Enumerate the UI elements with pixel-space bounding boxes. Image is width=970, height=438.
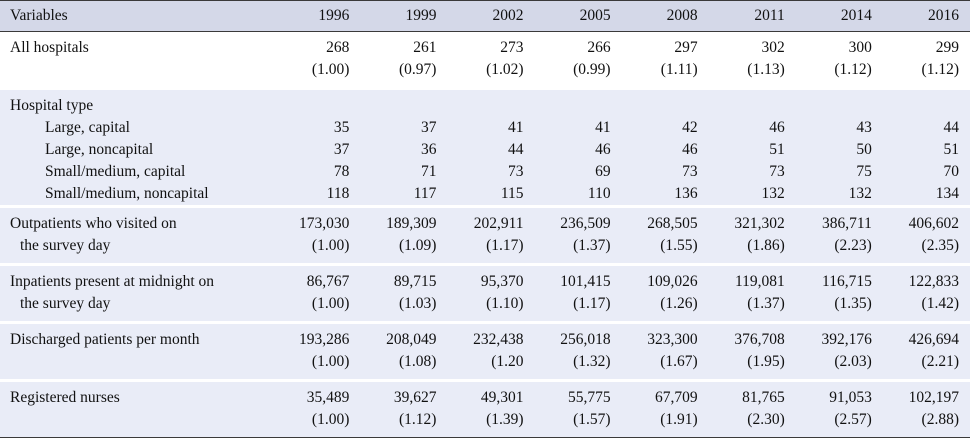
table-cell: 35,489 (1.00) <box>273 382 361 438</box>
table-cell: 91,053 (2.57) <box>795 382 883 438</box>
table-cell: 386,711 (2.23) <box>795 208 883 263</box>
table-cell: 256,018 (1.32) <box>534 324 622 379</box>
header-year: 2014 <box>795 0 883 32</box>
header-year: 1996 <box>273 0 361 32</box>
header-year: 1999 <box>360 0 448 32</box>
table-cell: 392,176 (2.03) <box>795 324 883 379</box>
table-cell: 376,708 (1.95) <box>708 324 796 379</box>
table-cell: 193,286 (1.00) <box>273 324 361 379</box>
table-cell: 41 46 69 110 <box>534 90 622 205</box>
table-cell: 297 (1.11) <box>621 31 709 87</box>
row-label: Hospital type Large, capital Large, nonc… <box>0 90 274 205</box>
table-cell: 208,049 (1.08) <box>360 324 448 379</box>
table-cell: 35 37 78 118 <box>273 90 361 205</box>
table-cell: 86,767 (1.00) <box>273 266 361 321</box>
table-cell: 116,715 (1.35) <box>795 266 883 321</box>
row-inpatients: Inpatients present at midnight on the su… <box>0 266 970 321</box>
row-all-hospitals: All hospitals 268 (1.00) 261 (0.97) 273 (1.… <box>0 31 970 87</box>
table-cell: 102,197 (2.88) <box>882 382 970 438</box>
table-cell: 300 (1.12) <box>795 31 883 87</box>
row-label: Registered nurses <box>0 382 274 438</box>
table-cell: 42 46 73 136 <box>621 90 709 205</box>
row-label: Discharged patients per month <box>0 324 274 379</box>
header-year: 2016 <box>882 0 970 32</box>
table-cell: 268 (1.00) <box>273 31 361 87</box>
table-cell: 101,415 (1.17) <box>534 266 622 321</box>
row-hospital-type: Hospital type Large, capital Large, nonc… <box>0 90 970 205</box>
table-cell: 55,775 (1.57) <box>534 382 622 438</box>
row-label: All hospitals <box>0 31 274 87</box>
row-label: Inpatients present at midnight on the su… <box>0 266 274 321</box>
table-cell: 321,302 (1.86) <box>708 208 796 263</box>
table-cell: 89,715 (1.03) <box>360 266 448 321</box>
table-cell: 299 (1.12) <box>882 31 970 87</box>
table-cell: 302 (1.13) <box>708 31 796 87</box>
table-cell: 173,030 (1.00) <box>273 208 361 263</box>
table-cell: 202,911 (1.17) <box>447 208 535 263</box>
table-cell: 95,370 (1.10) <box>447 266 535 321</box>
table-cell: 46 51 73 132 <box>708 90 796 205</box>
table-cell: 189,309 (1.09) <box>360 208 448 263</box>
table-cell: 81,765 (2.30) <box>708 382 796 438</box>
table-cell: 273 (1.02) <box>447 31 535 87</box>
header-year: 2011 <box>708 0 796 32</box>
table-cell: 268,505 (1.55) <box>621 208 709 263</box>
header-year: 2002 <box>447 0 535 32</box>
table-cell: 122,833 (1.42) <box>882 266 970 321</box>
table-cell: 37 36 71 117 <box>360 90 448 205</box>
header-variables: Variables <box>0 0 274 32</box>
header-year: 2008 <box>621 0 709 32</box>
table-cell: 236,509 (1.37) <box>534 208 622 263</box>
row-label: Outpatients who visited on the survey da… <box>0 208 274 263</box>
table-cell: 261 (0.97) <box>360 31 448 87</box>
table-cell: 109,026 (1.26) <box>621 266 709 321</box>
table-cell: 44 51 70 134 <box>882 90 970 205</box>
table-cell: 43 50 75 132 <box>795 90 883 205</box>
table-cell: 119,081 (1.37) <box>708 266 796 321</box>
row-discharged: Discharged patients per month 193,286 (1.… <box>0 324 970 379</box>
table-cell: 406,602 (2.35) <box>882 208 970 263</box>
table-cell: 323,300 (1.67) <box>621 324 709 379</box>
table-cell: 49,301 (1.39) <box>447 382 535 438</box>
row-registered-nurses: Registered nurses 35,489 (1.00) 39,627 (1.… <box>0 382 970 438</box>
row-outpatients: Outpatients who visited on the survey da… <box>0 208 970 263</box>
header-year: 2005 <box>534 0 622 32</box>
table-cell: 232,438 (1.20 <box>447 324 535 379</box>
table-cell: 39,627 (1.12) <box>360 382 448 438</box>
table-cell: 41 44 73 115 <box>447 90 535 205</box>
table-cell: 266 (0.99) <box>534 31 622 87</box>
table-cell: 426,694 (2.21) <box>882 324 970 379</box>
header-row: Variables 1996 1999 2002 2005 2008 2011 … <box>0 0 970 32</box>
table-cell: 67,709 (1.91) <box>621 382 709 438</box>
